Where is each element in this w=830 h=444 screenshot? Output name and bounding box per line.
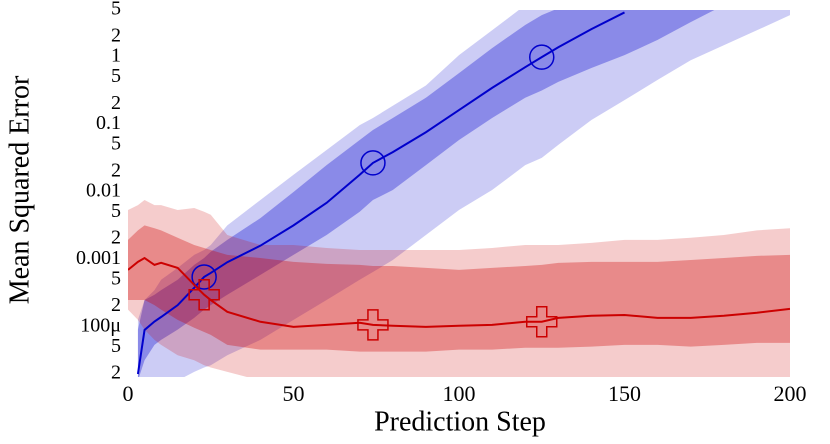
outer-band bbox=[137, 10, 790, 377]
x-tick-label: 200 bbox=[774, 381, 807, 406]
y-tick-label: 2 bbox=[111, 294, 121, 316]
y-tick-label: 100μ bbox=[80, 314, 121, 336]
series-line bbox=[136, 11, 625, 375]
inner-band bbox=[128, 225, 790, 352]
y-axis-label: Mean Squared Error bbox=[4, 75, 35, 304]
y-tick-label: 5 bbox=[111, 0, 121, 20]
y-tick-label: 5 bbox=[111, 335, 121, 357]
marker bbox=[188, 278, 220, 311]
y-tick-label: 5 bbox=[111, 132, 121, 154]
marker bbox=[191, 264, 217, 290]
marker bbox=[526, 306, 558, 338]
y-tick-label: 2 bbox=[111, 227, 121, 249]
y-tick-label: 1 bbox=[111, 45, 121, 67]
y-tick-label: 0.001 bbox=[76, 247, 121, 269]
y-tick-label: 2 bbox=[111, 92, 121, 114]
x-tick-label: 0 bbox=[123, 381, 134, 406]
y-tick-label: 5 bbox=[111, 200, 121, 222]
series-line bbox=[128, 256, 790, 328]
outer-band bbox=[128, 200, 790, 377]
y-tick-label: 2 bbox=[111, 362, 121, 384]
y-tick-label: 0.01 bbox=[86, 180, 121, 202]
marker bbox=[357, 309, 389, 341]
x-tick-label: 50 bbox=[283, 381, 305, 406]
marker bbox=[360, 150, 386, 176]
y-tick-label: 5 bbox=[111, 65, 121, 87]
marker bbox=[529, 44, 555, 70]
x-tick-label: 100 bbox=[443, 381, 476, 406]
y-tick-label: 5 bbox=[111, 267, 121, 289]
y-tick-label: 0.1 bbox=[96, 112, 121, 134]
y-tick-label: 2 bbox=[111, 24, 121, 46]
plot-area bbox=[128, 10, 790, 377]
x-tick-label: 150 bbox=[608, 381, 641, 406]
x-axis-label: Prediction Step bbox=[374, 406, 546, 437]
y-tick-label: 2 bbox=[111, 159, 121, 181]
